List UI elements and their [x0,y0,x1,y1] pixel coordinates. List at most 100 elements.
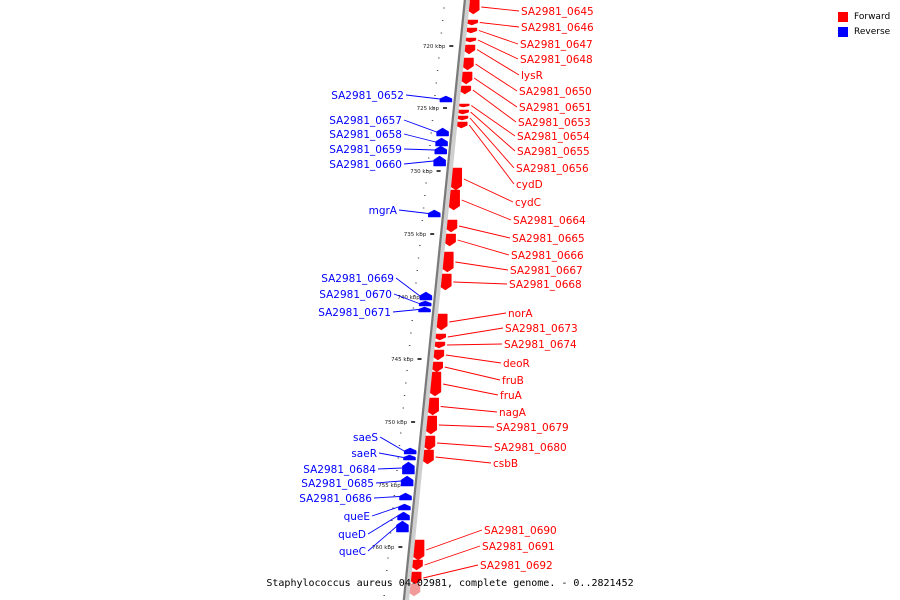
forward-gene-label: nagA [499,407,527,419]
reverse-gene-label: SA2981_0657 [329,115,402,127]
forward-gene-label: SA2981_0650 [519,86,592,98]
forward-label-connector [453,281,508,285]
legend-swatch-forward [838,11,848,22]
forward-gene-label: SA2981_0653 [518,117,591,129]
reverse-gene-feature [402,461,415,475]
tick-label: 730 kbp [410,169,433,175]
reverse-gene-label: SA2981_0684 [303,464,376,476]
reverse-gene-label: mgrA [369,205,398,217]
reverse-gene-label: SA2981_0659 [329,144,402,156]
reverse-gene-label: saeR [351,448,377,460]
tick-label: 725 kbp [417,106,440,112]
reverse-gene-label: queE [344,511,370,523]
forward-gene-label: SA2981_0656 [516,163,589,175]
reverse-gene-feature [434,145,447,155]
reverse-gene-feature [397,511,410,521]
forward-label-connector [463,178,514,203]
forward-label-connector [446,343,503,346]
reverse-gene-feature [403,447,417,455]
forward-label-connector [435,456,492,464]
tick-label: 750 kbp [385,420,408,426]
reverse-gene-feature [418,300,432,307]
reverse-label-connector [403,160,434,165]
reverse-gene-feature [435,137,448,147]
forward-label-connector [442,383,499,396]
tick-label: 745 kbp [391,357,414,363]
tick-label: 735 kbp [404,232,427,238]
forward-gene-label: SA2981_0667 [510,265,583,277]
forward-label-connector [481,6,520,12]
genome-caption: Staphylococcus aureus 04-02981, complete… [266,578,634,589]
forward-gene-label: SA2981_0668 [509,279,582,291]
forward-label-connector [471,105,516,137]
forward-gene-label: cydD [516,179,543,191]
forward-gene-label: deoR [503,358,530,370]
reverse-label-connector [393,293,420,304]
forward-gene-label: SA2981_0690 [484,525,557,537]
forward-gene-label: cydC [515,197,541,209]
genome-axis [402,0,467,600]
forward-label-connector [457,239,510,256]
forward-label-connector [458,225,511,239]
reverse-label-connector [373,496,400,499]
forward-label-connector [470,111,516,152]
reverse-gene-feature [400,475,414,487]
legend-swatch-reverse [838,26,848,37]
reverse-label-connector [371,506,399,517]
reverse-gene-label: queD [338,529,366,541]
forward-label-connector [469,117,515,169]
forward-label-connector [424,545,481,566]
forward-gene-label: SA2981_0664 [513,215,586,227]
reverse-label-connector [367,526,397,552]
reverse-label-connector [398,209,429,214]
reverse-gene-feature [399,492,412,501]
reverse-gene-label: queC [339,546,366,558]
forward-label-connector [438,424,495,428]
forward-label-connector [445,354,502,364]
reverse-gene-label: SA2981_0686 [299,493,372,505]
forward-gene-label: SA2981_0691 [482,541,555,553]
forward-label-connector [475,63,518,92]
reverse-label-connector [403,133,436,143]
forward-gene-label: SA2981_0674 [504,339,577,351]
reverse-gene-feature [403,454,416,461]
reverse-label-connector [377,467,403,470]
forward-gene-label: fruB [502,375,524,387]
reverse-gene-feature [398,503,411,511]
forward-label-connector [444,366,501,381]
forward-gene-label: fruA [500,390,523,402]
forward-gene-label: SA2981_0648 [520,54,593,66]
reverse-label-connector [392,309,419,313]
scale-ticks [383,7,445,596]
reverse-gene-label: SA2981_0671 [318,307,391,319]
forward-gene-label: SA2981_0679 [496,422,569,434]
reverse-gene-label: SA2981_0669 [321,273,394,285]
legend-item-reverse: Reverse [838,24,890,39]
tick-label: 720 kbp [423,44,446,50]
forward-label-connector [425,529,483,551]
forward-label-connector [478,30,519,45]
forward-label-connector [461,199,512,221]
forward-gene-label: SA2981_0651 [519,102,592,114]
reverse-gene-label: SA2981_0652 [331,90,404,102]
forward-label-connector [477,39,519,60]
reverse-label-connector [367,515,398,535]
reverse-label-connector [395,277,421,297]
scale-tick-labels: 720 kbp 725 kbp 730 kbp 735 kbp 740 kbp 745 k… [372,44,454,551]
forward-label-connector [436,442,493,448]
forward-label-connector [440,406,498,413]
legend: Forward Reverse [838,9,890,39]
reverse-gene-feature [433,155,446,167]
reverse-gene-label: SA2981_0660 [329,159,402,171]
reverse-gene-feature [418,306,431,313]
forward-label-connector [423,564,479,579]
legend-item-forward: Forward [838,9,890,24]
reverse-gene-label: saeS [353,432,378,444]
reverse-gene-feature [436,127,449,137]
forward-gene-label: SA2981_0680 [494,442,567,454]
forward-gene-label: SA2981_0647 [520,39,593,51]
forward-gene-label: SA2981_0666 [511,250,584,262]
reverse-label-connector [379,436,405,452]
forward-gene-label: SA2981_0646 [521,22,594,34]
